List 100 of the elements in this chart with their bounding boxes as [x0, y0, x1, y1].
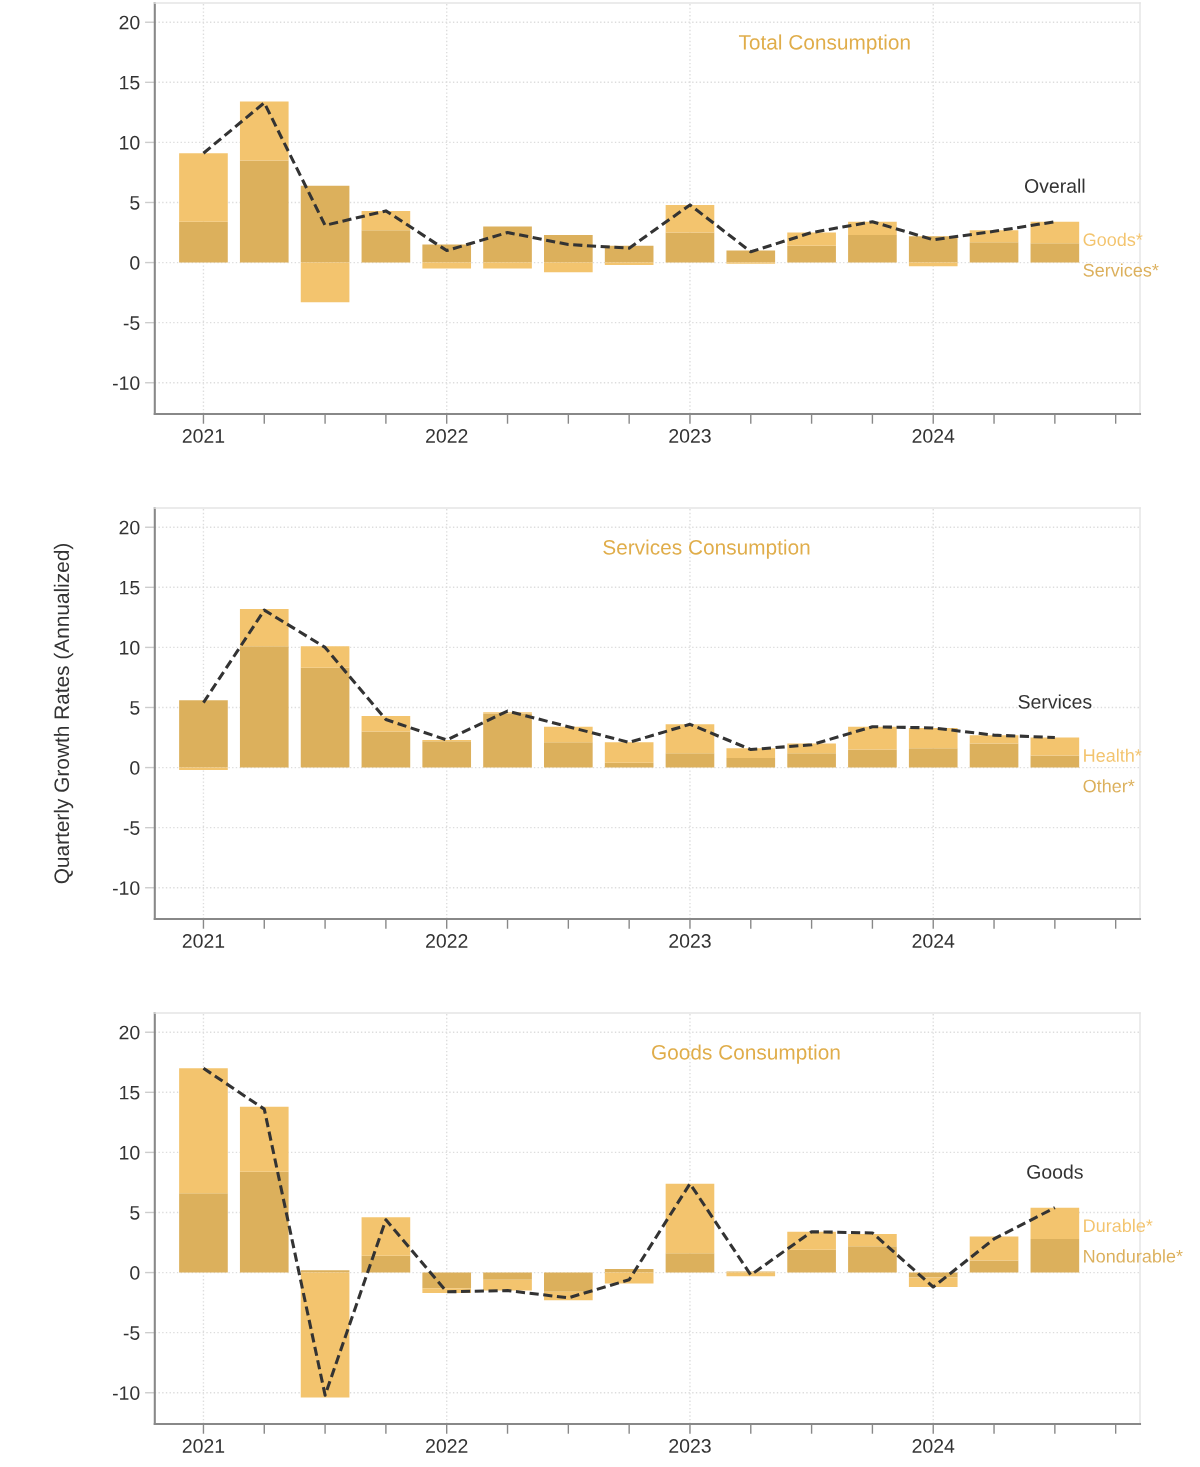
- x-tick-label: 2021: [182, 429, 225, 443]
- y-tick-label: 0: [130, 1266, 140, 1280]
- bar: [787, 1231, 836, 1250]
- series-label: Services: [1018, 694, 1092, 709]
- series-label: Other*: [1083, 779, 1135, 793]
- bar: [665, 204, 715, 233]
- bar: [726, 748, 776, 758]
- series-label: Health*: [1084, 748, 1142, 762]
- bar: [1030, 755, 1080, 768]
- bar: [604, 742, 654, 763]
- bar: [179, 153, 228, 222]
- bar: [604, 762, 654, 768]
- y-tick-label: 5: [130, 196, 140, 210]
- bar: [361, 1255, 411, 1273]
- y-tick-label: 10: [120, 1145, 140, 1160]
- bar: [544, 262, 593, 273]
- bar: [787, 232, 836, 246]
- x-tick-label: 2024: [912, 934, 955, 948]
- bar: [908, 727, 958, 749]
- bar: [422, 741, 472, 768]
- bar: [969, 1236, 1019, 1261]
- x-tick-label: 2022: [426, 934, 468, 948]
- series-label: Services*: [1083, 263, 1159, 277]
- bar: [239, 646, 289, 768]
- y-tick-label: 20: [119, 15, 140, 30]
- y-tick-label: -10: [112, 376, 140, 390]
- bar: [239, 160, 289, 263]
- bar: [422, 262, 472, 269]
- text: Services Consumption: [603, 539, 810, 559]
- series-label: Overall: [1024, 178, 1085, 193]
- bar: [361, 731, 411, 768]
- bar: [483, 1279, 532, 1291]
- bar: [239, 101, 289, 161]
- y-tick-label: 5: [130, 701, 140, 715]
- bar: [848, 1246, 897, 1273]
- x-tick-label: 2021: [182, 934, 225, 948]
- bar: [848, 726, 897, 750]
- y-tick-label: 20: [119, 1025, 140, 1040]
- x-tick-label: 2022: [426, 1439, 468, 1453]
- text: Total Consumption: [738, 34, 910, 54]
- x-tick-label: 2023: [669, 934, 711, 948]
- y-tick-label: 5: [130, 1206, 140, 1220]
- y-tick-label: 10: [120, 135, 140, 150]
- bar: [300, 262, 350, 303]
- bar: [726, 250, 776, 263]
- bar: [604, 1268, 654, 1273]
- series-label: Durable*: [1084, 1218, 1153, 1233]
- bar: [179, 700, 228, 768]
- bar: [361, 715, 411, 732]
- text: Goods Consumption: [652, 1044, 840, 1064]
- bar: [300, 646, 350, 668]
- bar: [544, 234, 593, 263]
- bar: [604, 245, 654, 263]
- bar: [300, 1272, 350, 1398]
- bar: [848, 1234, 897, 1247]
- x-tick-label: 2021: [182, 1439, 225, 1453]
- bar: [665, 724, 715, 754]
- series-label: Goods: [1027, 1164, 1083, 1179]
- x-tick-label: 2024: [912, 1439, 955, 1453]
- bar: [179, 1193, 228, 1273]
- y-tick-label: -10: [112, 881, 140, 895]
- y-tick-label: 15: [120, 580, 140, 595]
- y-tick-label: 10: [120, 640, 140, 655]
- y-tick-label: 0: [130, 761, 140, 775]
- x-tick-label: 2023: [669, 1439, 711, 1453]
- bar: [1030, 243, 1080, 263]
- series-label: Nondurable*: [1084, 1249, 1183, 1263]
- bar: [1030, 1238, 1080, 1273]
- bar: [300, 185, 350, 263]
- bar: [179, 221, 228, 263]
- bar: [969, 242, 1019, 263]
- bar: [544, 742, 593, 768]
- bar: [1030, 221, 1080, 244]
- y-tick-label: 15: [120, 75, 140, 90]
- y-tick-label: -10: [112, 1386, 140, 1400]
- bar: [665, 1183, 715, 1254]
- x-tick-label: 2024: [912, 429, 955, 443]
- bar: [908, 236, 958, 263]
- bar: [848, 234, 897, 263]
- y-axis-title: Quarterly Growth Rates (Annualized): [53, 544, 74, 884]
- bar: [544, 1272, 593, 1292]
- bar: [422, 244, 472, 263]
- bar: [908, 748, 958, 768]
- bar: [787, 753, 836, 768]
- bar: [1030, 1207, 1080, 1239]
- series-label: Goods*: [1083, 232, 1143, 247]
- y-tick-label: -5: [123, 821, 140, 835]
- bar: [300, 1270, 350, 1273]
- x-tick-label: 2023: [669, 429, 711, 443]
- y-tick-label: 15: [120, 1085, 140, 1100]
- bar: [239, 1171, 289, 1273]
- bar: [544, 726, 593, 743]
- bar: [483, 262, 532, 269]
- y-tick-label: 0: [130, 256, 140, 270]
- bar: [848, 749, 897, 768]
- bar: [969, 1260, 1019, 1273]
- bar: [969, 735, 1019, 744]
- bar: [361, 230, 411, 263]
- bar: [787, 245, 836, 263]
- bar: [969, 743, 1019, 768]
